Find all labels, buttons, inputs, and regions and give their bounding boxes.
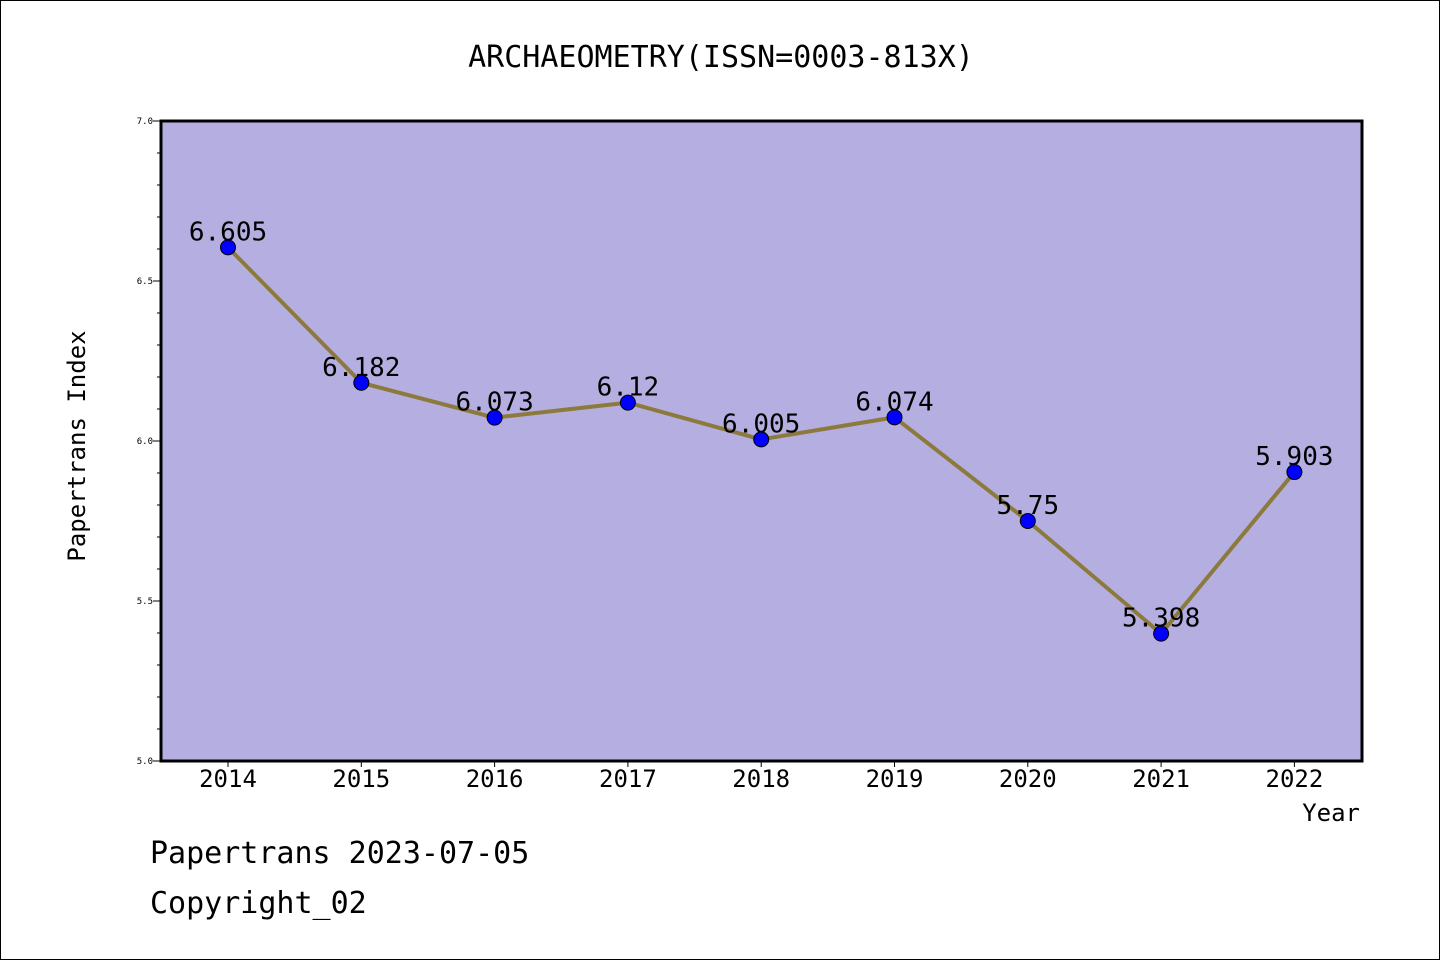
data-label: 5.398 [1122, 604, 1200, 634]
data-point [1286, 464, 1303, 481]
x-tick-label: 2022 [1266, 765, 1324, 793]
y-tick-label: 7.0 [137, 117, 153, 127]
x-tick-label: 2015 [332, 765, 390, 793]
data-point [220, 239, 236, 256]
data-point [486, 409, 503, 426]
data-point [886, 409, 903, 426]
data-label: 6.073 [455, 388, 533, 418]
y-tick-label: 6.0 [137, 437, 153, 447]
x-tick-label: 2018 [732, 765, 790, 793]
footer-copyright: Copyright_02 [150, 886, 367, 921]
y-tick-label: 6.5 [137, 277, 153, 287]
footer-date: Papertrans 2023-07-05 [150, 836, 530, 871]
x-tick-label: 2014 [199, 765, 257, 793]
chart-title: ARCHAEOMETRY(ISSN=0003-813X) [468, 40, 974, 75]
data-point [1019, 513, 1036, 529]
data-label: 6.12 [597, 373, 660, 403]
data-point [353, 374, 370, 391]
data-label: 6.605 [189, 217, 267, 247]
data-label: 6.182 [322, 353, 400, 383]
data-label: 5.75 [996, 491, 1059, 521]
data-label: 5.903 [1255, 442, 1333, 472]
data-point [753, 431, 770, 448]
x-tick-label: 2016 [466, 765, 524, 793]
data-point [1153, 625, 1170, 642]
x-axis: 2014 2015 2016 2017 2018 2019 2020 2021 2022 [199, 761, 1323, 793]
x-tick-label: 2019 [866, 765, 924, 793]
y-axis-label: Papertrans Index [63, 330, 91, 561]
data-label: 6.005 [722, 409, 800, 439]
x-tick-label: 2020 [999, 765, 1057, 793]
data-label: 6.074 [855, 387, 933, 417]
data-point [619, 394, 636, 411]
y-axis: 5.0 5.5 6.0 6.5 7.0 [137, 117, 161, 767]
x-tick-label: 2017 [599, 765, 657, 793]
y-tick-label: 5.5 [137, 597, 153, 607]
data-series: 6.605 6.182 6.073 6.12 6.005 6.074 5.75 5.398 5.… [189, 217, 1334, 642]
x-axis-label: Year [1302, 799, 1360, 827]
x-tick-label: 2021 [1132, 765, 1190, 793]
y-tick-label: 5.0 [137, 757, 153, 767]
